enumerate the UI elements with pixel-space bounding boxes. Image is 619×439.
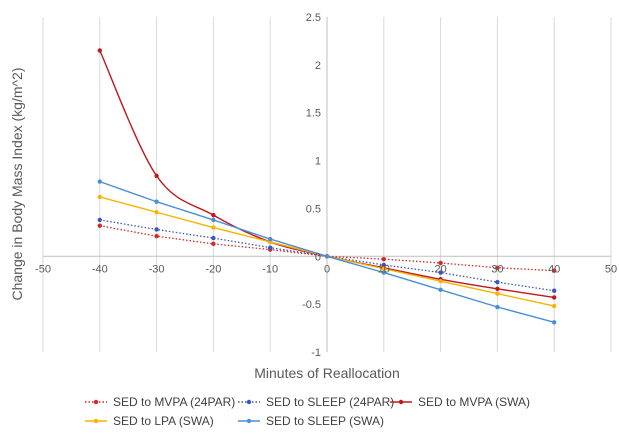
legend-marker bbox=[246, 418, 252, 424]
data-point bbox=[154, 173, 159, 179]
x-tick-label: -10 bbox=[262, 263, 278, 275]
data-point bbox=[324, 254, 330, 259]
data-point bbox=[154, 227, 159, 232]
x-tick-label: 30 bbox=[491, 263, 503, 275]
data-point bbox=[97, 179, 103, 184]
data-point bbox=[495, 291, 500, 296]
x-tick-label: 50 bbox=[605, 263, 617, 275]
data-point bbox=[381, 256, 386, 262]
y-tick-label: 1 bbox=[315, 156, 321, 168]
data-point bbox=[154, 199, 159, 204]
data-point bbox=[211, 212, 216, 218]
legend-item: SED to MVPA (SWA) bbox=[390, 395, 530, 409]
data-point bbox=[381, 266, 386, 271]
data-point bbox=[154, 210, 159, 215]
legend-marker bbox=[93, 399, 99, 405]
legend-item: SED to SLEEP (24PAR) bbox=[238, 395, 394, 409]
data-point bbox=[495, 265, 500, 270]
data-point bbox=[97, 48, 103, 53]
legend-marker bbox=[93, 418, 99, 424]
data-point bbox=[154, 233, 159, 239]
y-tick-label: 0.5 bbox=[306, 203, 321, 215]
data-point bbox=[552, 268, 557, 273]
legend-marker bbox=[246, 399, 252, 405]
x-tick-label: -30 bbox=[149, 263, 165, 275]
legend-item: SED to SLEEP (SWA) bbox=[238, 414, 384, 428]
legend-item: SED to MVPA (24PAR) bbox=[85, 395, 235, 409]
data-point bbox=[211, 235, 216, 241]
data-point bbox=[268, 236, 273, 242]
grid-lines bbox=[42, 17, 612, 352]
data-point bbox=[552, 295, 557, 300]
data-point bbox=[211, 241, 216, 247]
data-point bbox=[97, 194, 103, 200]
legend-label: SED to MVPA (24PAR) bbox=[113, 395, 235, 409]
data-point bbox=[438, 287, 443, 292]
data-point bbox=[552, 320, 557, 325]
y-tick-label: -1 bbox=[311, 347, 321, 359]
data-points bbox=[97, 48, 557, 325]
data-point bbox=[268, 245, 273, 250]
legend-label: SED to MVPA (SWA) bbox=[418, 395, 530, 409]
data-point bbox=[438, 278, 443, 284]
y-tick-label: 1.5 bbox=[306, 108, 321, 120]
x-tick-label: 10 bbox=[378, 263, 390, 275]
legend: SED to MVPA (24PAR) SED to SLEEP (24PAR) S… bbox=[85, 395, 530, 428]
data-point bbox=[438, 260, 443, 266]
y-tick-label: 0 bbox=[315, 251, 321, 263]
data-point bbox=[438, 270, 443, 275]
y-tick-label: -0.5 bbox=[302, 299, 321, 311]
x-tick-label: -20 bbox=[205, 263, 221, 275]
x-tick-label: -50 bbox=[35, 263, 51, 275]
data-point bbox=[97, 223, 103, 228]
y-tick-label: 2 bbox=[315, 60, 321, 72]
data-point bbox=[495, 304, 500, 310]
x-axis-title: Minutes of Reallocation bbox=[254, 365, 400, 381]
data-point bbox=[211, 217, 216, 223]
data-point bbox=[495, 279, 500, 285]
legend-label: SED to LPA (SWA) bbox=[113, 414, 214, 428]
y-axis-title: Change in Body Mass Index (kg/m^2) bbox=[9, 67, 25, 300]
x-tick-label: -40 bbox=[92, 263, 108, 275]
legend-label: SED to SLEEP (24PAR) bbox=[266, 395, 394, 409]
data-point bbox=[97, 217, 103, 223]
x-tick-label: 20 bbox=[434, 263, 446, 275]
data-point bbox=[552, 288, 557, 293]
legend-item: SED to LPA (SWA) bbox=[85, 414, 214, 428]
tick-labels: -50 -40 -30 -20 -10 0 10 20 30 40 50 -1 -0.5 0 0.5 1 1.5… bbox=[35, 12, 617, 359]
x-tick-label: 40 bbox=[548, 263, 560, 275]
x-tick-label: 0 bbox=[324, 263, 330, 275]
data-point bbox=[381, 270, 386, 275]
data-point bbox=[495, 286, 500, 292]
axes bbox=[43, 17, 611, 352]
data-point bbox=[211, 225, 216, 230]
data-point bbox=[552, 303, 557, 309]
legend-marker bbox=[398, 399, 404, 405]
y-tick-label: 2.5 bbox=[306, 12, 321, 24]
legend-label: SED to SLEEP (SWA) bbox=[266, 414, 384, 428]
